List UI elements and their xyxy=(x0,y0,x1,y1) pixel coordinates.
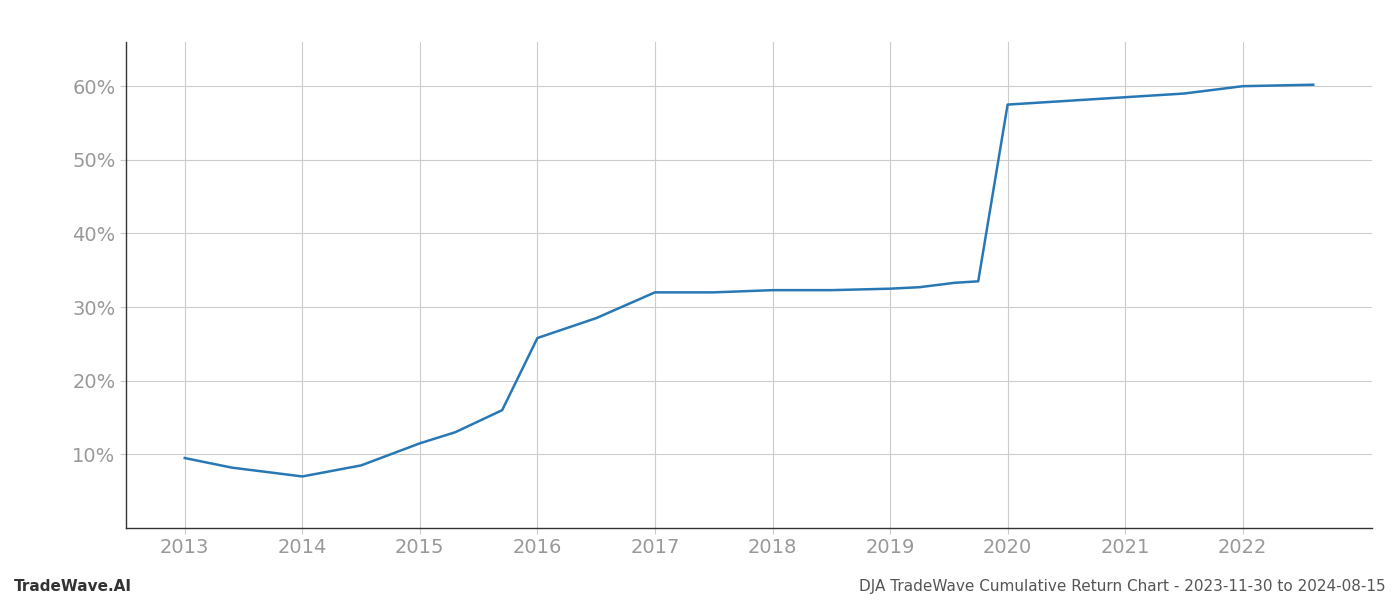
Text: TradeWave.AI: TradeWave.AI xyxy=(14,579,132,594)
Text: DJA TradeWave Cumulative Return Chart - 2023-11-30 to 2024-08-15: DJA TradeWave Cumulative Return Chart - … xyxy=(860,579,1386,594)
